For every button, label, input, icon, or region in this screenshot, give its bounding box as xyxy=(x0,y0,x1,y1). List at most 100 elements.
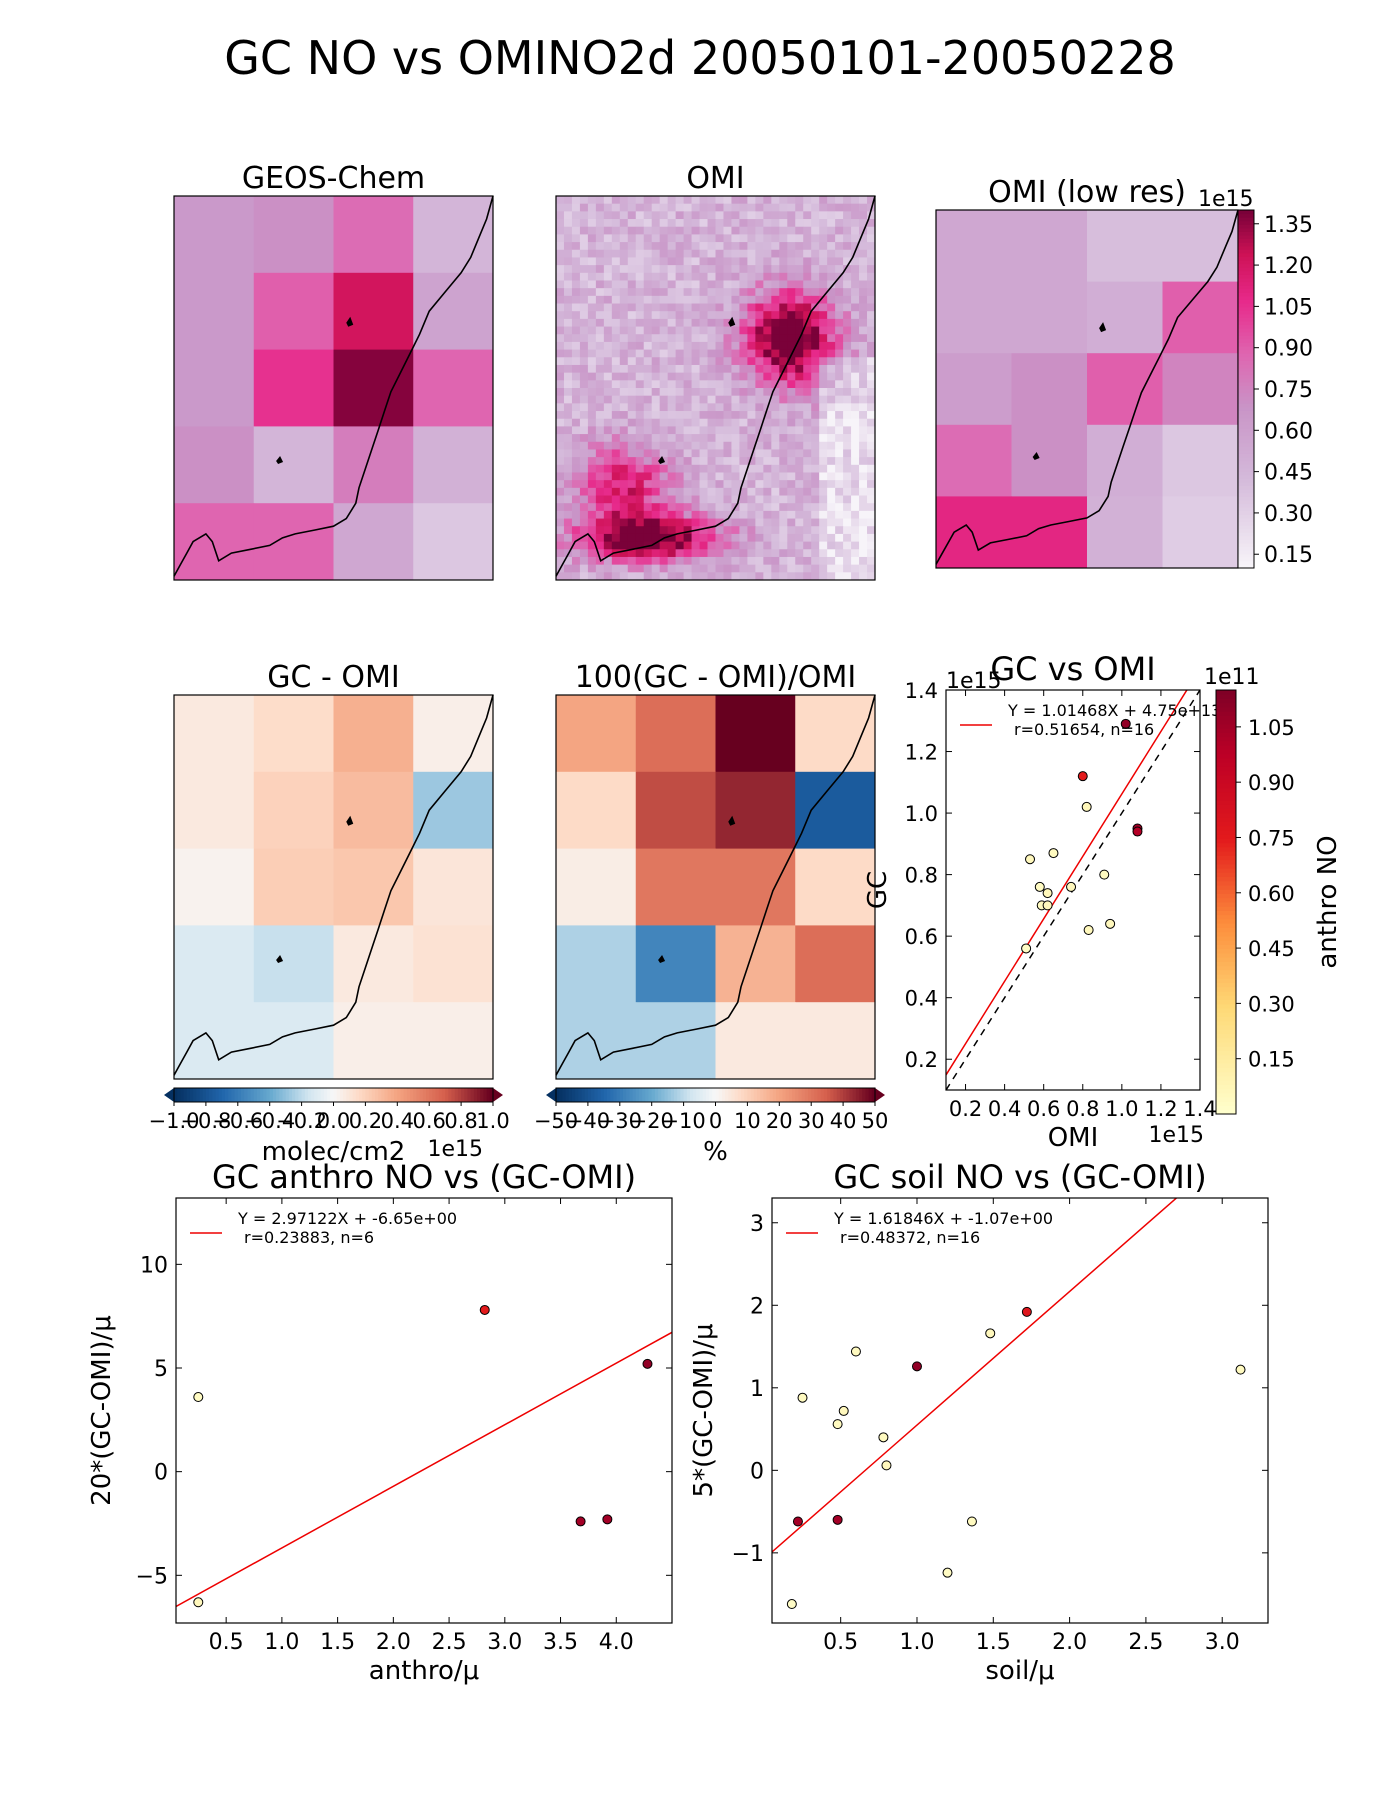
heatmap-cell xyxy=(867,265,876,274)
heatmap-cell xyxy=(787,495,796,504)
heatmap-cell xyxy=(787,234,796,243)
heatmap-cell xyxy=(867,480,876,489)
heatmap-cell xyxy=(723,226,732,235)
heatmap-cell xyxy=(595,364,605,374)
heatmap-cell xyxy=(859,364,868,374)
heatmap-cell xyxy=(723,518,732,527)
heatmap-cell xyxy=(827,219,836,228)
colorbar-segment xyxy=(470,1088,475,1102)
colorbar-segment xyxy=(1216,1109,1236,1115)
heatmap-cell xyxy=(579,203,589,212)
heatmap-cell xyxy=(659,380,669,389)
colorbar-segment xyxy=(1238,546,1254,551)
heatmap-cell xyxy=(683,318,692,327)
heatmap-cell xyxy=(707,280,716,289)
colorbar-segment xyxy=(1216,957,1236,962)
heatmap-cell xyxy=(635,349,645,358)
colorbar-segment xyxy=(1238,453,1254,458)
colorbar-segment xyxy=(1238,310,1254,315)
heatmap-cell xyxy=(675,449,684,458)
heatmap-cell xyxy=(851,364,860,374)
heatmap-cell xyxy=(563,472,573,481)
heatmap-cell xyxy=(683,211,692,220)
heatmap-cell xyxy=(627,257,637,266)
heatmap-cell xyxy=(667,403,677,412)
heatmap-cell xyxy=(787,549,796,558)
heatmap-cell xyxy=(611,203,621,212)
heatmap-cell xyxy=(627,249,637,258)
heatmap-cell xyxy=(635,288,645,297)
heatmap-cell xyxy=(819,249,828,258)
heatmap-cell xyxy=(611,288,621,297)
heatmap-cell xyxy=(795,526,804,535)
heatmap-cell xyxy=(675,357,684,366)
heatmap-cell xyxy=(413,426,494,504)
heatmap-cell xyxy=(731,219,740,228)
heatmap-cell xyxy=(699,272,708,281)
heatmap-cell xyxy=(819,526,828,535)
heatmap-cell xyxy=(747,518,756,527)
heatmap-cell xyxy=(819,265,828,274)
heatmap-cell xyxy=(867,196,876,205)
heatmap-cell xyxy=(675,510,684,519)
heatmap-cell xyxy=(627,341,637,350)
heatmap-cell xyxy=(707,303,716,312)
heatmap-cell xyxy=(859,549,868,558)
heatmap-cell xyxy=(723,196,732,205)
colorbar-segment xyxy=(1238,356,1254,361)
colorbar-segment xyxy=(1216,935,1236,941)
heatmap-cell xyxy=(675,564,684,573)
heatmap-cell xyxy=(667,318,677,327)
heatmap-cell xyxy=(787,249,796,258)
colorbar-segment xyxy=(1216,787,1236,793)
scatter-point xyxy=(193,1392,204,1403)
colorbar-segment xyxy=(1238,313,1254,318)
heatmap-cell xyxy=(787,341,796,350)
heatmap-cell xyxy=(579,357,589,366)
heatmap-cell xyxy=(747,226,756,235)
heatmap-cell xyxy=(699,449,708,458)
heatmap-cell xyxy=(1087,496,1163,569)
heatmap-cell xyxy=(835,357,844,366)
colorbar-segment xyxy=(1238,285,1254,290)
lake-mark xyxy=(658,954,666,963)
heatmap-cell xyxy=(936,424,1012,497)
heatmap-cell xyxy=(715,480,724,489)
heatmap-cell xyxy=(571,372,581,381)
heatmap-cell xyxy=(571,288,581,297)
heatmap-cell xyxy=(819,219,828,228)
heatmap-cell xyxy=(667,464,677,473)
colorbar-segment xyxy=(1238,403,1254,408)
colorbar-segment xyxy=(1238,363,1254,369)
heatmap-cell xyxy=(587,203,597,212)
colorbar-segment xyxy=(852,1088,857,1102)
heatmap-cell xyxy=(739,318,748,327)
heatmap-cell xyxy=(739,349,748,358)
heatmap-cell xyxy=(779,249,788,258)
colorbar-segment xyxy=(1216,897,1236,903)
colorbar-segment xyxy=(209,1088,213,1102)
heatmap-cell xyxy=(763,249,772,258)
heatmap-cell xyxy=(659,364,669,374)
heatmap-cell xyxy=(787,457,796,466)
heatmap-cell xyxy=(595,480,605,489)
heatmap-cell xyxy=(611,295,621,304)
heatmap-cell xyxy=(635,480,645,489)
heatmap-cell xyxy=(715,395,724,404)
heatmap-cell xyxy=(779,280,788,289)
colorbar-segment xyxy=(1216,821,1236,827)
colorbar-segment xyxy=(279,1088,283,1102)
y-axis-label: GC xyxy=(863,871,893,909)
heatmap-cell xyxy=(851,533,860,542)
heatmap-cell xyxy=(811,487,820,496)
colorbar-segment xyxy=(196,1088,201,1102)
heatmap-cell xyxy=(603,526,613,535)
heatmap-cell xyxy=(1011,496,1088,569)
heatmap-cell xyxy=(651,372,661,381)
heatmap-cell xyxy=(835,226,844,235)
heatmap-cell xyxy=(643,257,653,266)
heatmap-cell xyxy=(867,388,876,397)
heatmap-cell xyxy=(683,549,692,558)
heatmap-cell xyxy=(635,503,645,512)
colorbar-segment xyxy=(346,1088,350,1102)
